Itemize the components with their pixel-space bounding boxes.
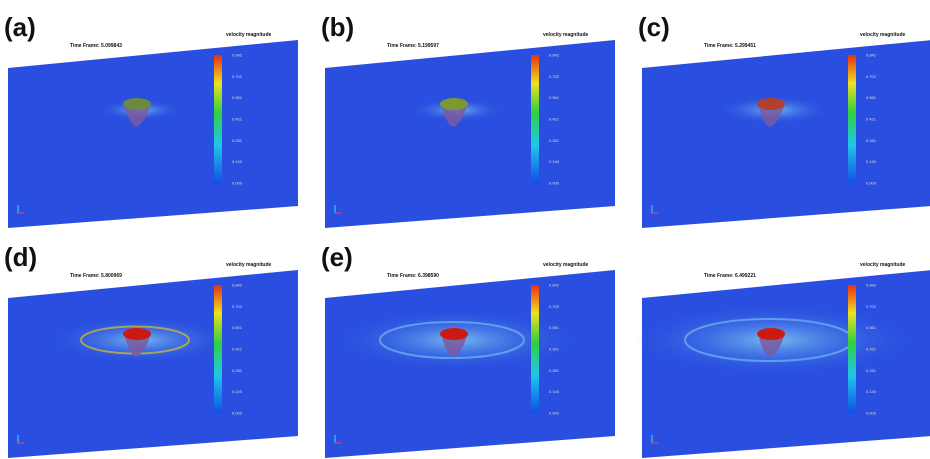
colorbar-tick: 0.281 [232,368,243,373]
colorbar-tick: 0.702 [549,74,560,79]
colorbar-tick: 0.281 [866,138,877,143]
colorbar-tick: 0.000 [232,181,243,186]
panel-label: (c) [638,12,670,42]
colorbar-tick: 0.000 [549,181,560,186]
colorbar-tick: 0.281 [549,138,560,143]
colorbar-tick: 0.561 [232,95,243,100]
figure: (a) Time Frame: 5.099843 velocity magnitud… [0,0,930,459]
legend-title: velocity magnitude [543,262,589,268]
colorbar-tick: 0.702 [232,304,243,309]
colorbar-tick: 0.000 [866,181,877,186]
colorbar-tick: 0.140 [232,159,243,164]
colorbar-tick: 0.421 [549,117,560,122]
colorbar-tick: 0.561 [232,325,243,330]
panel: (d) Time Frame: 5.800969 velocity magnitud… [4,242,298,458]
colorbar-tick: 0.421 [866,117,877,122]
panel-label: (b) [321,12,354,42]
buoy-top [757,98,785,110]
colorbar-tick: 0.702 [866,74,877,79]
panel: (e) Time Frame: 6.398590 velocity magnitud… [321,242,615,458]
colorbar-tick: 0.842 [866,283,877,288]
panel-label: (e) [321,242,353,272]
time-frame: Time Frame: 6.499221 [704,273,756,279]
panel: Time Frame: 6.499221 velocity magnitude 0.… [634,262,930,458]
colorbar-tick: 0.140 [866,159,877,164]
time-frame: Time Frame: 5.099843 [70,43,122,49]
buoy-top [757,328,785,340]
colorbar-tick: 0.140 [549,389,560,394]
panel-label: (a) [4,12,36,42]
colorbar [848,55,856,183]
water-plane [642,40,930,228]
legend-title: velocity magnitude [226,262,272,268]
panel: (b) Time Frame: 5.199597 velocity magnitud… [321,12,615,228]
colorbar-tick: 0.281 [549,368,560,373]
colorbar-tick: 0.561 [866,325,877,330]
colorbar-tick: 0.000 [866,411,877,416]
legend-title: velocity magnitude [860,262,906,268]
colorbar-tick: 0.561 [549,95,560,100]
colorbar-tick: 0.702 [866,304,877,309]
water-plane [325,40,615,228]
buoy-top [440,98,468,110]
colorbar-tick: 0.140 [549,159,560,164]
legend-title: velocity magnitude [226,32,272,38]
colorbar-tick: 0.842 [866,53,877,58]
panel: (c) Time Frame: 5.299451 velocity magnitud… [638,12,930,228]
water-plane [8,270,298,458]
time-frame: Time Frame: 5.199597 [387,43,439,49]
colorbar-tick: 0.702 [232,74,243,79]
legend-title: velocity magnitude [860,32,906,38]
colorbar-tick: 0.421 [549,347,560,352]
colorbar-tick: 0.842 [549,283,560,288]
time-frame: Time Frame: 5.299451 [704,43,756,49]
colorbar-tick: 0.842 [549,53,560,58]
colorbar-tick: 0.421 [232,347,243,352]
colorbar-tick: 0.421 [866,347,877,352]
colorbar [531,55,539,183]
colorbar-tick: 0.140 [232,389,243,394]
colorbar-tick: 0.000 [549,411,560,416]
panel: (a) Time Frame: 5.099843 velocity magnitud… [4,12,298,228]
buoy-top [123,328,151,340]
colorbar-tick: 0.281 [232,138,243,143]
colorbar [214,55,222,183]
colorbar [214,285,222,413]
colorbar-tick: 0.000 [232,411,243,416]
time-frame: Time Frame: 6.398590 [387,273,439,279]
colorbar-tick: 0.421 [232,117,243,122]
colorbar-tick: 0.140 [866,389,877,394]
colorbar-tick: 0.561 [549,325,560,330]
colorbar-tick: 0.561 [866,95,877,100]
colorbar-tick: 0.281 [866,368,877,373]
time-frame: Time Frame: 5.800969 [70,273,122,279]
colorbar-tick: 0.842 [232,283,243,288]
buoy-top [440,328,468,340]
colorbar [848,285,856,413]
colorbar-tick: 0.842 [232,53,243,58]
colorbar [531,285,539,413]
colorbar-tick: 0.702 [549,304,560,309]
water-plane [8,40,298,228]
buoy-top [123,98,151,110]
legend-title: velocity magnitude [543,32,589,38]
panel-label: (d) [4,242,37,272]
